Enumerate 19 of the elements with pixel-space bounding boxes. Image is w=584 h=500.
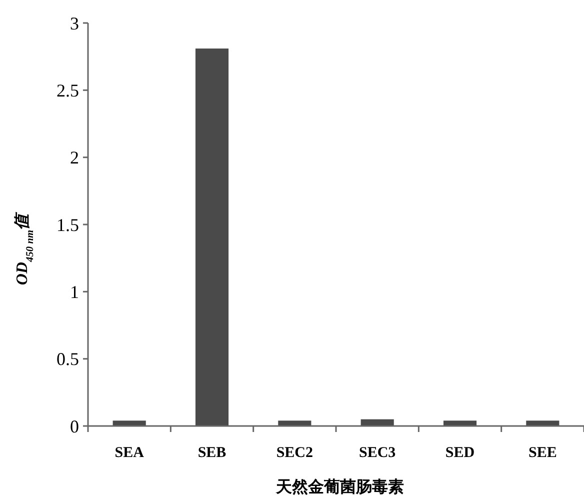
y-tick-label: 2 [70,148,79,168]
x-tick-label: SEC2 [276,445,314,461]
y-tick-label: 0 [70,416,79,436]
x-tick-label: SEA [114,445,144,461]
x-tick-label: SEC3 [358,445,396,461]
y-tick-label: 2.5 [56,80,79,100]
bar [195,48,229,426]
y-tick-label: 1 [70,282,79,302]
x-tick-label: SED [445,445,475,461]
y-tick-label: 3 [70,13,79,34]
x-axis-title: 天然金葡菌肠毒素 [275,478,404,496]
bar [112,420,146,426]
x-tick-label: SEE [528,445,557,461]
x-tick-label: SEB [198,445,226,461]
bar [278,420,312,426]
y-tick-label: 1.5 [56,214,79,235]
bar [526,420,560,426]
bar [443,420,477,426]
y-tick-label: 0.5 [56,349,79,370]
